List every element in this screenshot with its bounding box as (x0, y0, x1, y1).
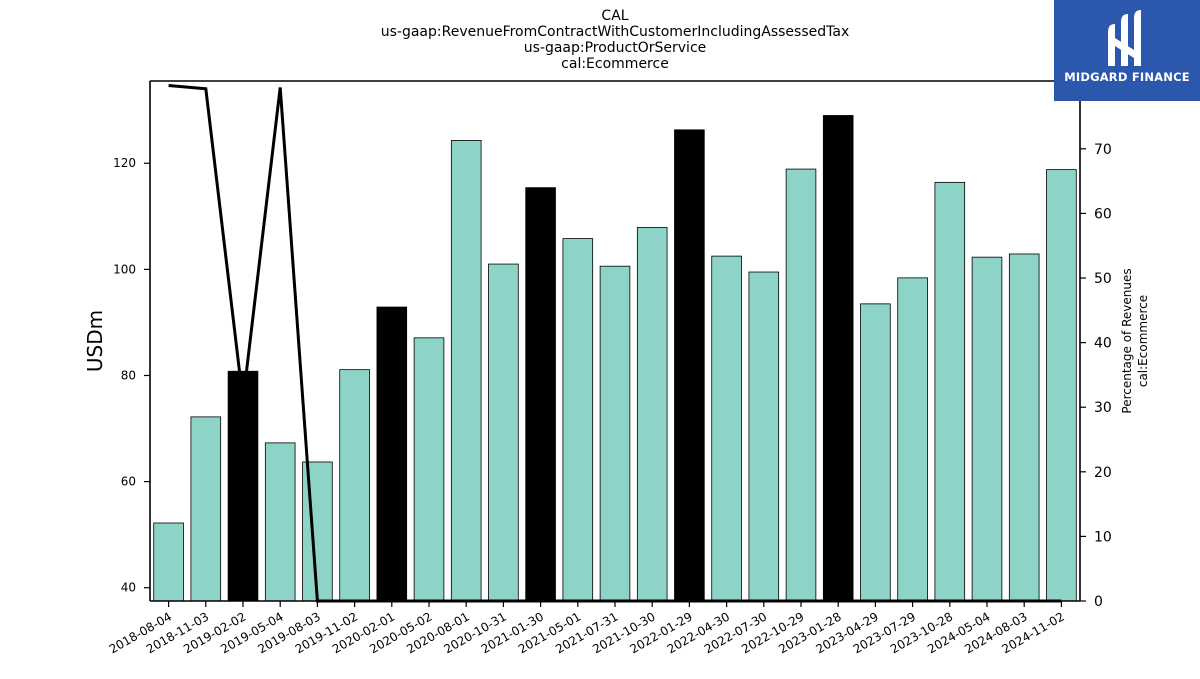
chart-title-line: cal:Ecommerce (561, 56, 669, 72)
bar (1008, 253, 1040, 602)
bar (1046, 169, 1077, 602)
bar (934, 181, 966, 602)
y-tick-label: 120 (113, 156, 136, 170)
bar (562, 238, 594, 602)
logo-mark-icon (1108, 10, 1141, 66)
y2-ticks: 01020304050607080 (1080, 77, 1112, 610)
bar (674, 129, 705, 602)
bar (636, 227, 668, 602)
y2-tick-label: 70 (1094, 142, 1112, 158)
y2-tick-label: 50 (1094, 271, 1112, 287)
chart-title: CAL us-gaap:RevenueFromContractWithCusto… (381, 8, 850, 72)
bar (599, 265, 631, 602)
bar (264, 442, 296, 602)
y2-tick-label: 0 (1094, 594, 1103, 610)
y-tick-label: 80 (121, 368, 136, 382)
y2-tick-label: 60 (1094, 206, 1112, 222)
bar (450, 140, 482, 602)
brand-logo: MIDGARD FINANCE (1054, 0, 1200, 101)
bar (748, 271, 780, 602)
y-tick-label: 40 (121, 581, 136, 595)
chart-title-line: CAL (601, 8, 628, 24)
bar (785, 168, 817, 602)
y-axis-label: USDm (83, 310, 107, 372)
bar (376, 306, 408, 602)
bar (711, 255, 742, 602)
bar (822, 115, 854, 602)
bar (413, 337, 445, 602)
bar (897, 277, 928, 602)
y2-axis-label-line: cal:Ecommerce (1136, 295, 1150, 387)
y2-axis-label-line: Percentage of Revenues (1120, 268, 1134, 413)
bar (488, 263, 519, 602)
logo-text: MIDGARD FINANCE (1064, 70, 1190, 84)
chart-title-line: us-gaap:RevenueFromContractWithCustomerI… (381, 24, 850, 40)
y2-tick-label: 40 (1094, 336, 1112, 352)
bar-group (153, 115, 1077, 602)
bar (971, 256, 1003, 602)
bar (525, 187, 556, 602)
chart-title-line: us-gaap:ProductOrService (524, 40, 707, 56)
y-ticks: 40 60 80 100 120 (113, 156, 150, 595)
bar (302, 461, 333, 602)
bar (153, 522, 184, 602)
x-ticks: 2018-08-042018-11-032019-02-022019-05-04… (107, 601, 1067, 656)
bar (190, 416, 222, 602)
bar (860, 303, 891, 602)
y-tick-label: 60 (121, 475, 136, 489)
y-tick-label: 100 (113, 262, 136, 276)
bar (227, 370, 259, 602)
y2-tick-label: 30 (1094, 400, 1112, 416)
bar (339, 369, 370, 602)
y2-tick-label: 20 (1094, 465, 1112, 481)
y2-tick-label: 10 (1094, 529, 1112, 545)
